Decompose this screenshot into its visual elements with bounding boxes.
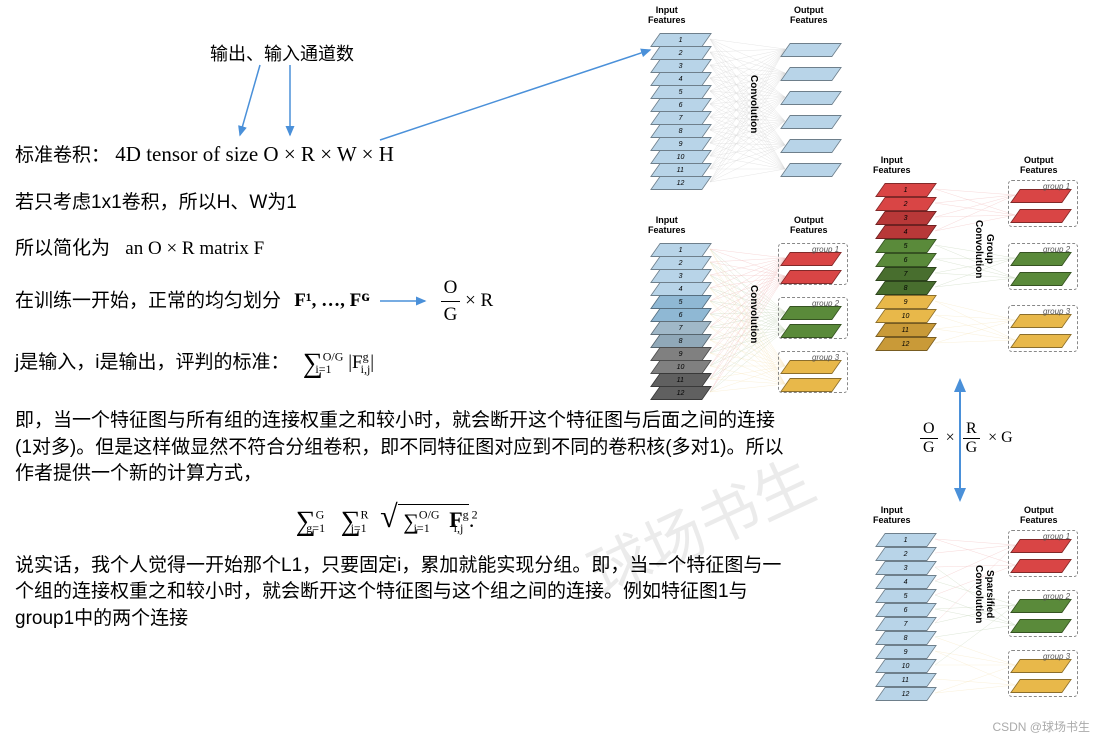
formula-big: ∑Gg=1 ∑Rj=1 √ ∑O/Gi=1 Fg 2i,j . — [135, 498, 635, 538]
l5-prefix: j是输入，i是输出，评判的标准： — [15, 352, 289, 373]
diagram-sparse-left: Input Features Output Features 123456789… — [640, 215, 850, 415]
l4-frac: OG × R — [441, 290, 494, 311]
sparse-conv-label: Sparsified Convolution — [973, 565, 995, 623]
diagram-dense-conv: Input Features Output Features 123456789… — [640, 5, 850, 205]
l3-formula: an O × R matrix F — [125, 238, 264, 259]
l4-formula: F¹, …, Fᴳ — [294, 290, 370, 311]
conv-label-2: Convolution — [748, 285, 759, 343]
diagram-group-conv: Input Features Output Features 123456789… — [865, 155, 1085, 375]
l2: 若只考虑1x1卷积，所以H、W为1 — [15, 190, 635, 217]
para2: 说实话，我个人觉得一开始那个L1，只要固定i，累加就能实现分组。即，当一个特征图… — [15, 553, 785, 633]
left-column: 标准卷积： 4D tensor of size O × R × W × H 若只… — [15, 0, 635, 633]
l4-prefix: 在训练一开始，正常的均匀划分 — [15, 290, 281, 311]
diagram-sparsified: Input Features Output Features 123456789… — [865, 505, 1085, 715]
credit: CSDN @球场书生 — [992, 718, 1090, 735]
para1: 即，当一个特征图与所有组的连接权重之和较小时，就会断开这个特征图与后面之间的连接… — [15, 408, 785, 488]
l1-formula: 4D tensor of size O × R × W × H — [115, 142, 394, 166]
l1-prefix: 标准卷积： — [15, 145, 110, 166]
l3-prefix: 所以简化为 — [15, 238, 110, 259]
formula-l1norm: ∑O/Gi=1 |Fgi,j| — [303, 352, 374, 373]
arrow-inline — [375, 291, 435, 311]
side-formula: OG × RG × G — [920, 420, 1013, 457]
conv-label-1: Convolution — [748, 75, 759, 133]
group-conv-label: Group Convolution — [973, 220, 995, 278]
